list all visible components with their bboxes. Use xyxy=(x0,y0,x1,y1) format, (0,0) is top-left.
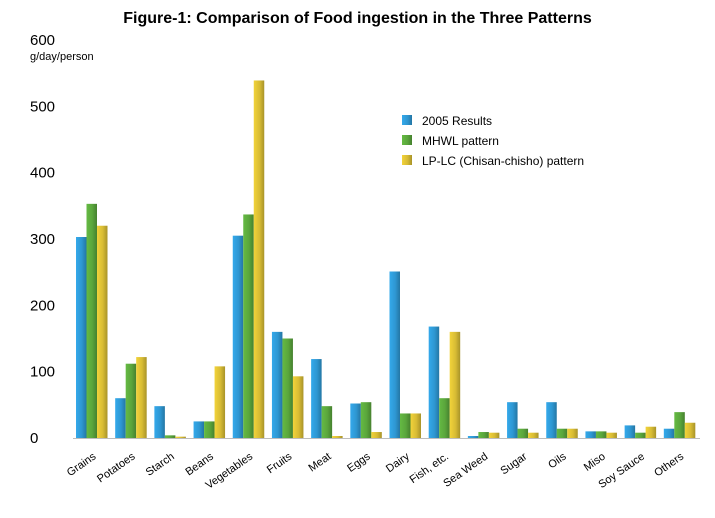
x-tick-label: Sea Weed xyxy=(441,451,490,490)
y-tick-label: 0 xyxy=(30,430,38,447)
bar xyxy=(164,435,176,438)
bar xyxy=(517,428,529,438)
bar xyxy=(360,402,372,438)
bar xyxy=(136,357,147,438)
legend-label: LP-LC (Chisan-chisho) pattern xyxy=(422,154,584,168)
bar xyxy=(684,422,696,438)
bar xyxy=(115,398,126,438)
bar xyxy=(546,402,557,438)
bar xyxy=(371,432,382,438)
bar xyxy=(467,436,479,438)
x-tick-label: Beans xyxy=(183,450,216,478)
legend-label: 2005 Results xyxy=(422,114,492,128)
bar xyxy=(556,428,568,438)
bar xyxy=(232,235,244,438)
x-tick-label: Starch xyxy=(144,451,177,479)
x-tick-label: Grains xyxy=(65,450,99,479)
bar xyxy=(321,406,333,438)
bar xyxy=(214,366,226,438)
chart-title: Figure-1: Comparison of Food ingestion i… xyxy=(123,10,592,27)
bar xyxy=(567,428,578,438)
y-tick-label: 600 xyxy=(30,32,55,49)
bar xyxy=(311,359,322,438)
bar xyxy=(271,331,283,438)
x-tick-label: Others xyxy=(652,450,686,479)
bar xyxy=(97,225,108,438)
y-tick-label: 100 xyxy=(30,364,55,381)
y-tick-label: 500 xyxy=(30,98,55,115)
bar xyxy=(204,421,215,438)
y-tick-label: 400 xyxy=(30,165,55,182)
bar xyxy=(332,436,343,438)
legend-swatch xyxy=(402,115,412,125)
bar xyxy=(175,436,186,438)
bar xyxy=(606,432,617,438)
bar xyxy=(125,363,137,438)
bar xyxy=(400,413,411,438)
bar xyxy=(243,214,254,438)
bar xyxy=(624,425,636,438)
bar xyxy=(635,432,646,438)
bar xyxy=(507,402,518,438)
x-tick-label: Potatoes xyxy=(95,450,138,485)
bar xyxy=(585,431,596,438)
x-tick-label: Oils xyxy=(546,450,569,471)
bar xyxy=(449,331,461,438)
bar xyxy=(488,432,500,438)
bar xyxy=(76,237,87,438)
bar xyxy=(663,428,675,438)
legend-swatch xyxy=(402,135,412,145)
legend-label: MHWL pattern xyxy=(422,134,499,148)
bar xyxy=(193,421,205,438)
bar xyxy=(282,338,293,438)
bar xyxy=(154,406,165,438)
bar xyxy=(645,426,657,438)
legend-swatch xyxy=(402,155,412,165)
bar xyxy=(528,432,539,438)
y-tick-label: 300 xyxy=(30,231,55,248)
y-axis-label: g/day/person xyxy=(30,51,94,63)
bar xyxy=(439,398,450,438)
x-tick-label: Fruits xyxy=(265,450,295,476)
x-tick-label: Miso xyxy=(582,451,608,474)
x-tick-label: Dairy xyxy=(384,450,412,475)
bar xyxy=(595,431,607,438)
x-tick-label: Sugar xyxy=(498,450,529,477)
bar xyxy=(253,80,265,439)
bar xyxy=(428,326,440,438)
bar xyxy=(410,413,421,438)
bar xyxy=(86,203,97,438)
bar xyxy=(292,376,304,438)
x-tick-label: Eggs xyxy=(345,450,373,474)
bar xyxy=(674,412,685,438)
bar xyxy=(478,432,489,438)
bar xyxy=(389,271,400,438)
y-tick-label: 200 xyxy=(30,297,55,314)
bar xyxy=(350,403,361,438)
x-tick-label: Meat xyxy=(307,451,334,475)
